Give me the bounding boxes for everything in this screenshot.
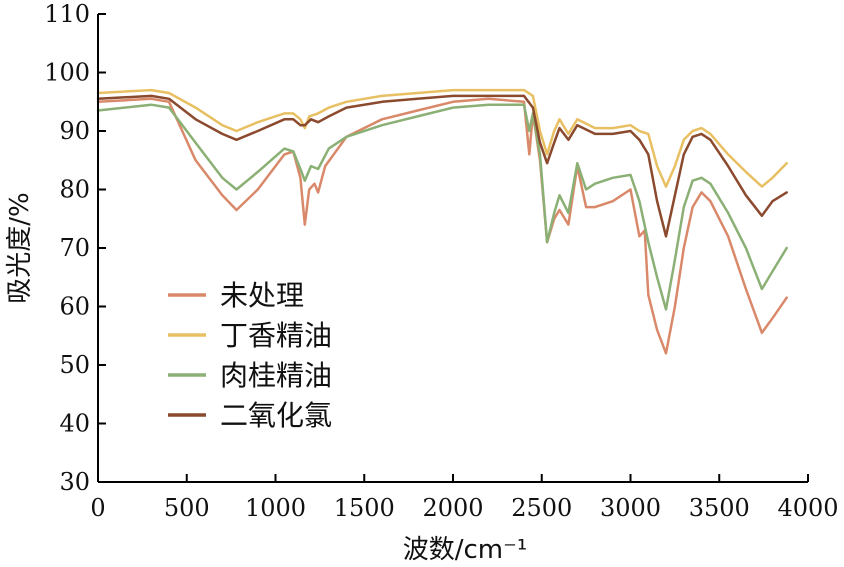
x-tick-label: 2000: [422, 494, 483, 522]
axes-layer: [97, 14, 808, 483]
legend-label-3: 肉桂精油: [220, 359, 332, 392]
y-tick-label: 90: [59, 117, 90, 145]
series-line-2: [96, 88, 788, 188]
y-tick-label: 110: [44, 0, 90, 28]
x-tick-label: 4000: [777, 494, 838, 522]
series-line-4: [96, 94, 788, 238]
series-line-1: [96, 97, 788, 355]
y-tick-label: 50: [59, 351, 90, 379]
legend-label-4: 二氧化氯: [220, 399, 332, 432]
x-tick-label: 1500: [334, 494, 395, 522]
x-axis-title: 波数/cm⁻¹: [403, 535, 528, 565]
series-layer: [96, 88, 788, 355]
x-tick-label: 3500: [689, 494, 750, 522]
x-tick-label: 0: [90, 494, 105, 522]
ticks-layer: 30 40 50 60 70 80 90 100 110 0 500 1000 1500 2000 2500…: [44, 0, 838, 522]
y-tick-label: 80: [59, 176, 90, 204]
legend-label-2: 丁香精油: [220, 319, 332, 352]
x-tick-label: 500: [164, 494, 210, 522]
y-tick-label: 70: [59, 234, 90, 262]
x-tick-label: 2500: [511, 494, 572, 522]
y-tick-label: 60: [59, 293, 90, 321]
x-tick-label: 1000: [245, 494, 306, 522]
y-tick-label: 100: [44, 59, 90, 87]
x-tick-label: 3000: [600, 494, 661, 522]
y-axis-title: 吸光度/%: [5, 192, 35, 303]
series-line-3: [96, 103, 788, 311]
legend-label-1: 未处理: [220, 279, 304, 312]
y-tick-label: 40: [59, 410, 90, 438]
y-tick-label: 30: [59, 468, 90, 496]
